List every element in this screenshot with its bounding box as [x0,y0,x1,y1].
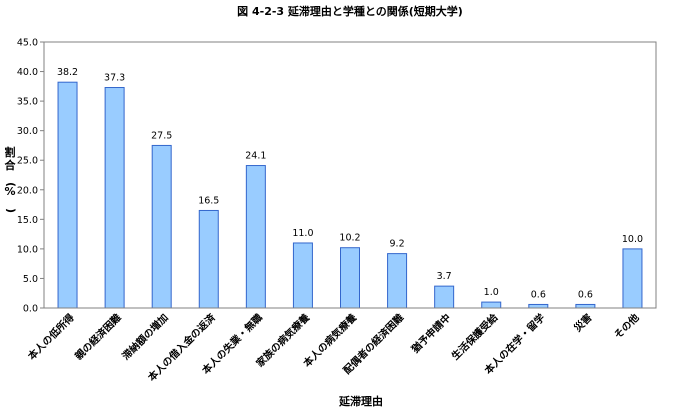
data-label: 37.3 [104,73,125,84]
y-axis-title-char: % [4,185,15,198]
data-label: 11.0 [292,228,313,239]
category-label: 本人の低所得 [25,311,77,363]
y-axis-title-char: ) [4,208,17,213]
bar [57,81,78,309]
data-label: 27.5 [151,130,172,141]
y-tick-label: 40.0 [17,67,38,78]
y-tick-label: 20.0 [17,185,38,196]
category-label: 猶予申請中 [408,311,453,356]
data-label: 16.5 [198,195,219,206]
data-label: 10.2 [339,233,360,244]
y-tick-label: 10.0 [17,244,38,255]
bar [104,87,125,309]
bar [340,247,360,309]
bar [481,301,502,309]
category-label: 親の経済困難 [72,311,124,363]
y-tick-label: 5.0 [23,274,38,285]
bar [622,248,643,309]
bar [528,303,549,309]
y-axis-ticks: 0.0 5.0 10.0 15.0 20.0 25.0 30.0 35.0 40.0 45.0 [17,38,44,315]
data-label: 3.7 [437,271,452,282]
bars [57,81,643,309]
data-label: 9.2 [390,239,405,250]
category-label: その他 [611,311,641,341]
plot-area-frame [43,41,657,309]
y-tick-label: 25.0 [17,156,38,167]
y-axis-title-char: ( [4,182,17,187]
category-label: 災害 [570,311,594,335]
category-label: 生活保護受給 [449,310,501,362]
data-label: 0.6 [578,289,593,300]
data-label: 38.2 [57,67,78,78]
bar [245,165,266,309]
bar [434,285,455,309]
y-tick-label: 0.0 [23,304,38,315]
bar [292,242,313,309]
category-labels: 本人の低所得親の経済困難滞納額の増加本人の借入金の返済本人の失業・無職家族の病気… [25,310,642,384]
y-tick-label: 35.0 [17,97,38,108]
data-label: 1.0 [484,287,499,298]
y-axis-title-char: 割 [5,145,16,159]
y-axis-title: 割合 (%) [4,145,17,213]
y-axis-title-char: 合 [5,158,17,172]
category-label: 滞納額の増加 [119,311,171,363]
data-labels: 38.2 37.3 27.5 16.5 24.1 11.0 10.2 9.2 3.7 1.0 0.6… [57,67,643,300]
y-tick-label: 15.0 [17,215,38,226]
bar [387,253,408,309]
bar [575,303,596,309]
bar [151,144,172,309]
chart-title: 図 4-2-3 延滞理由と学種との関係(短期大学) [237,4,463,18]
bar [198,209,219,309]
x-axis-title: 延滞理由 [338,394,383,408]
data-label: 0.6 [531,289,546,300]
data-label: 10.0 [622,234,643,245]
data-label: 24.1 [245,151,266,162]
y-tick-label: 30.0 [17,126,38,137]
y-tick-label: 45.0 [17,38,38,49]
